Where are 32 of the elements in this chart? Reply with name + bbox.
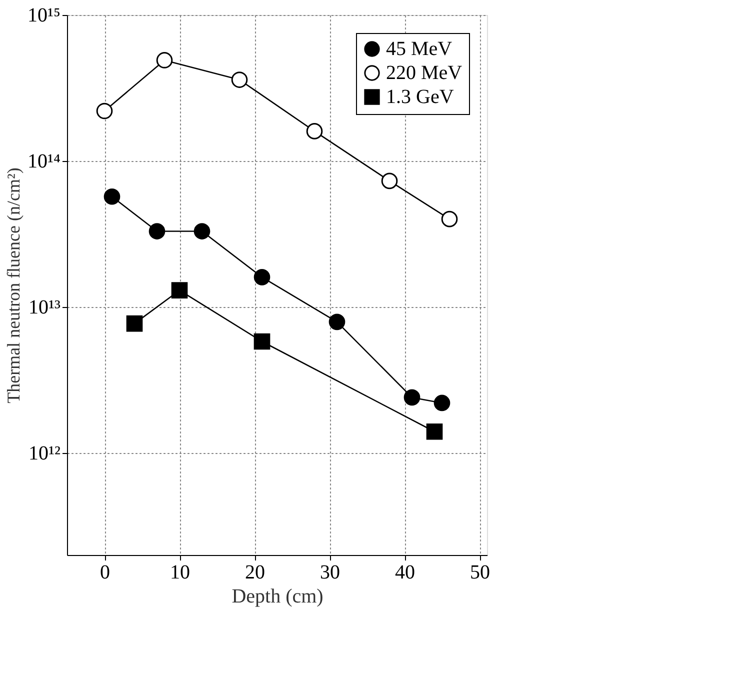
point	[404, 389, 420, 406]
point	[254, 333, 270, 350]
y-tick-label: 10¹⁵	[28, 4, 60, 26]
point	[306, 123, 323, 140]
point	[126, 315, 143, 332]
x-axis-title: Depth (cm)	[232, 586, 324, 608]
point	[148, 223, 166, 240]
point	[171, 282, 188, 299]
point	[156, 52, 173, 68]
y-tick-label: 10¹⁴	[28, 150, 61, 172]
x-tick-label: 30	[320, 562, 340, 584]
y-tick-label: 10¹²	[28, 442, 60, 464]
point	[328, 314, 346, 330]
point	[194, 223, 210, 240]
point	[254, 269, 270, 286]
point	[104, 188, 120, 205]
point	[426, 423, 443, 440]
point	[441, 210, 458, 228]
legend-label: 220 MeV	[386, 62, 463, 84]
y-tick-label: 10¹³	[28, 296, 60, 318]
x-tick-label: 20	[245, 562, 265, 584]
x-tick-label: 50	[470, 562, 490, 584]
point	[96, 102, 113, 120]
legend-label: 1.3 GeV	[386, 86, 454, 108]
y-axis-title: Thermal neutron fluence (n/cm²)	[4, 168, 24, 404]
legend-label: 45 MeV	[386, 38, 453, 60]
point	[231, 72, 248, 88]
x-tick-label: 40	[395, 562, 415, 584]
point	[434, 394, 450, 412]
x-tick-label: 10	[170, 562, 190, 584]
point	[381, 172, 398, 190]
x-tick-label: 0	[100, 562, 110, 584]
